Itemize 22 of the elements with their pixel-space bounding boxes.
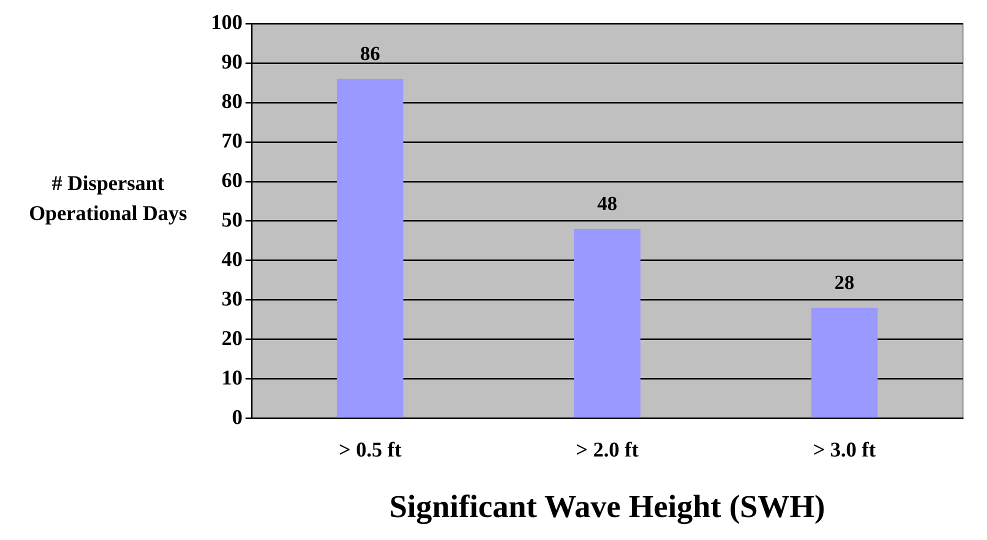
y-tick-label: 60 — [222, 168, 242, 192]
data-label: 48 — [597, 193, 618, 216]
y-tick-label: 40 — [222, 246, 242, 271]
bar — [574, 228, 640, 418]
x-tick-label: > 0.5 ft — [338, 437, 402, 462]
y-tick-label: 70 — [222, 128, 242, 152]
y-tick-label: 0 — [232, 404, 242, 429]
x-tick-label: > 2.0 ft — [576, 437, 639, 462]
data-label: 28 — [834, 272, 854, 294]
x-axis-title: Significant Wave Height (SWH) — [389, 488, 826, 526]
bar — [336, 78, 404, 418]
y-tick-label: 80 — [222, 88, 242, 113]
data-label: 86 — [360, 43, 380, 66]
y-tick-label: 100 — [211, 10, 242, 34]
bar — [811, 308, 878, 418]
x-tick-label: > 3.0 ft — [813, 437, 876, 462]
y-tick-label: 20 — [222, 326, 242, 350]
y-tick-label: 10 — [222, 365, 242, 390]
y-tick-label: 50 — [222, 207, 242, 232]
y-tick-label: 90 — [222, 50, 242, 74]
y-axis-title: # Dispersant Operational Days — [28, 170, 188, 227]
y-tick-label: 30 — [222, 286, 242, 310]
